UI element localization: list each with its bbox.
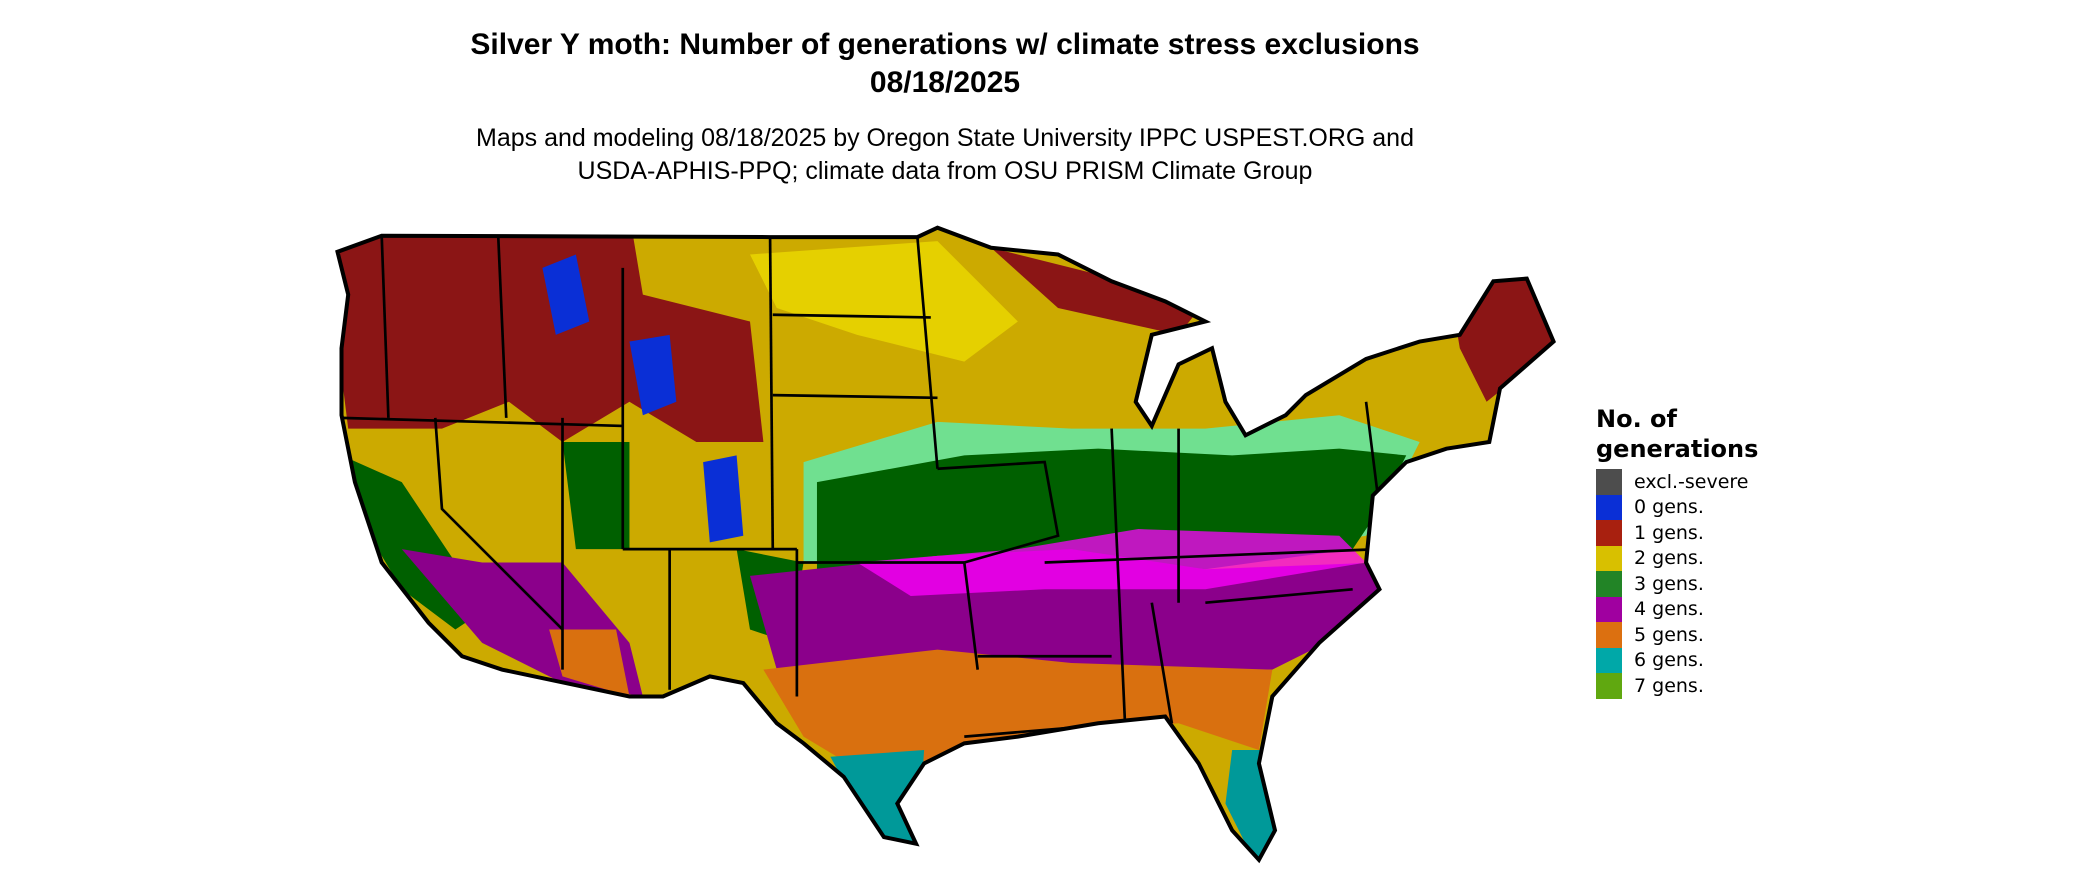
legend-swatch <box>1596 469 1622 495</box>
legend-swatch <box>1596 520 1622 546</box>
legend-item: 1 gens. <box>1596 520 1758 546</box>
legend-label: excl.-severe <box>1634 470 1749 493</box>
legend-label: 1 gens. <box>1634 521 1704 544</box>
legend-item: 2 gens. <box>1596 545 1758 571</box>
legend-item: 6 gens. <box>1596 647 1758 673</box>
legend-label: 7 gens. <box>1634 674 1704 697</box>
legend-label: 6 gens. <box>1634 649 1704 672</box>
map-title: Silver Y moth: Number of generations w/ … <box>470 28 1420 61</box>
legend-item: 3 gens. <box>1596 571 1758 597</box>
region-5-gens <box>763 649 1273 777</box>
legend-swatch <box>1596 596 1622 622</box>
legend-item: 7 gens. <box>1596 673 1758 699</box>
region-2-gens-light <box>750 241 1018 362</box>
legend-item: 0 gens. <box>1596 494 1758 520</box>
legend-label: 0 gens. <box>1634 496 1704 519</box>
legend-swatch <box>1596 673 1622 699</box>
legend-title-1: No. of <box>1596 405 1677 433</box>
legend-swatch <box>1596 545 1622 571</box>
region-5-gens-az <box>549 629 630 697</box>
legend-title-2: generations <box>1596 435 1759 463</box>
map-date: 08/18/2025 <box>869 66 1021 99</box>
legend-label: 2 gens. <box>1634 547 1704 570</box>
region-0-gens <box>542 254 744 543</box>
legend-item: 4 gens. <box>1596 596 1758 622</box>
legend-swatch <box>1596 647 1622 673</box>
region-1-gen-mn <box>991 247 1206 335</box>
legend-label: 5 gens. <box>1634 623 1704 646</box>
legend-swatch <box>1596 494 1622 520</box>
legend-item: 5 gens. <box>1596 622 1758 648</box>
subtitle-line-1: Maps and modeling 08/18/2025 by Oregon S… <box>476 124 1414 152</box>
legend-swatch <box>1596 622 1622 648</box>
legend-label: 4 gens. <box>1634 598 1704 621</box>
legend-swatch <box>1596 571 1622 597</box>
region-6-gens <box>830 750 1286 858</box>
region-4-gens-light <box>857 529 1367 596</box>
legend-label: 3 gens. <box>1634 572 1704 595</box>
state-borders <box>341 235 1381 738</box>
legend-item: excl.-severe <box>1596 469 1758 495</box>
subtitle-line-2: USDA-APHIS-PPQ; climate data from OSU PR… <box>577 157 1313 185</box>
legend: No. of generations excl.-severe 0 gens. 1 … <box>1596 404 1758 699</box>
